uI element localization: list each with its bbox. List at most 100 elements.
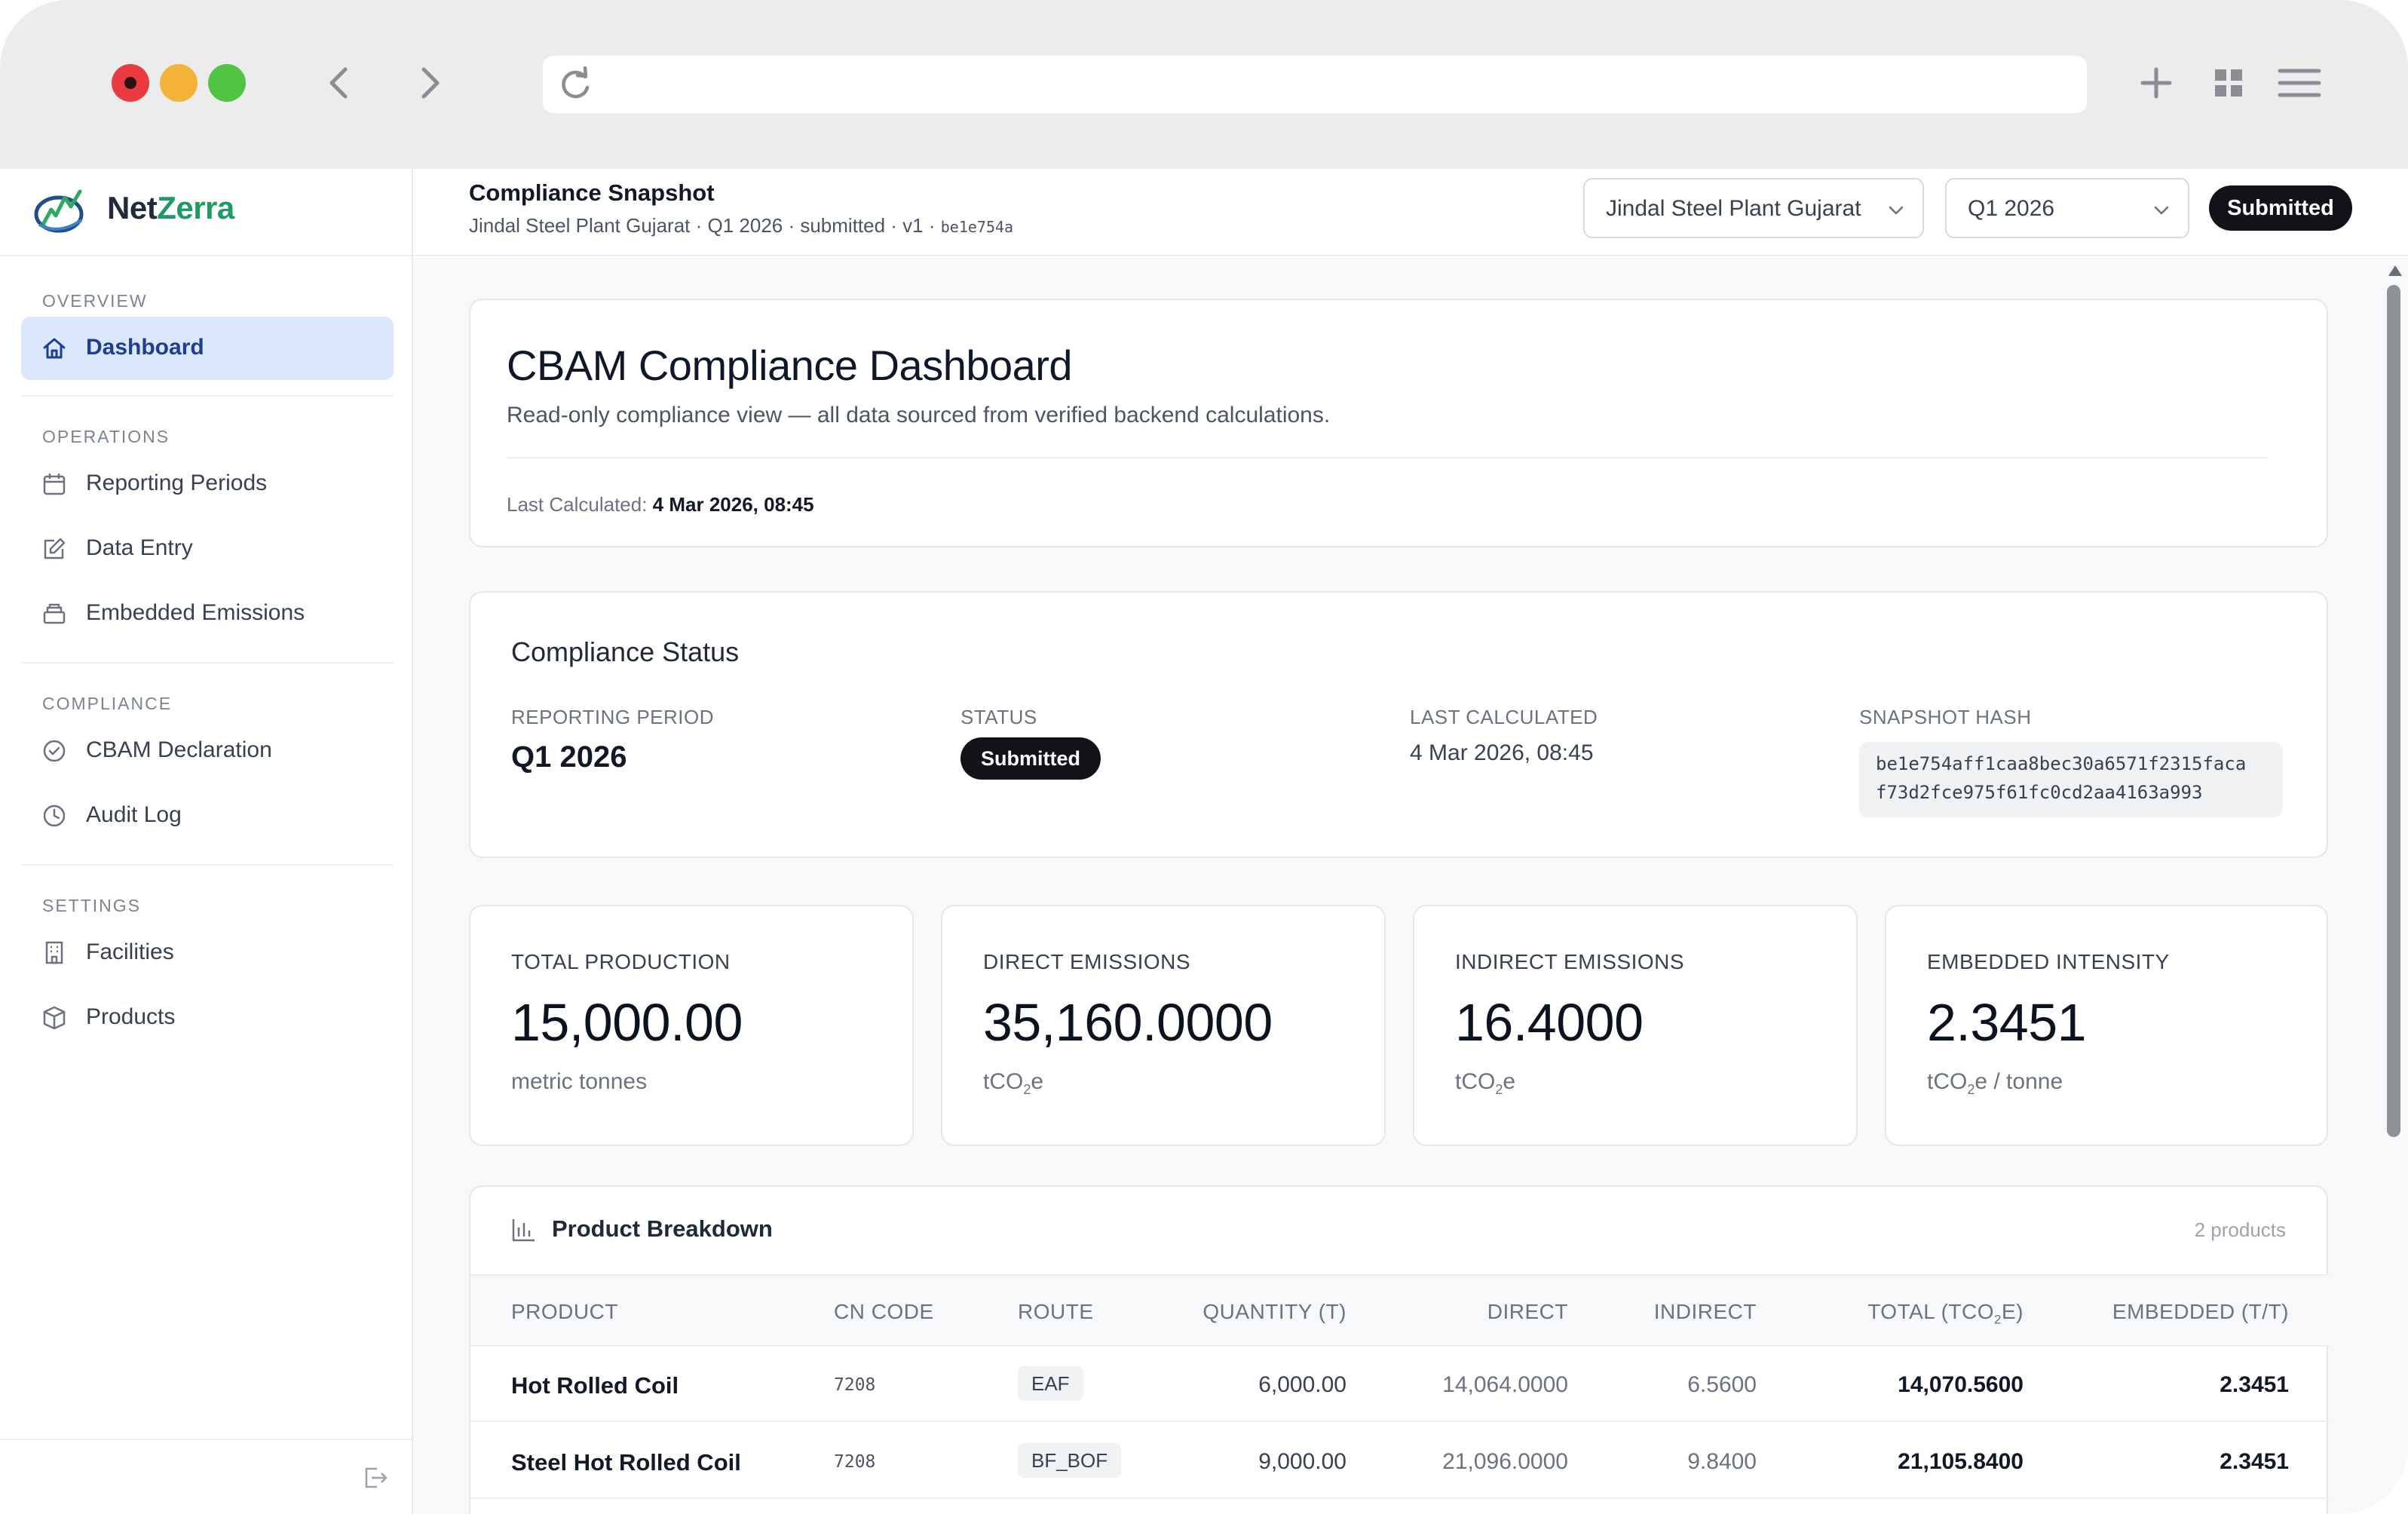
cell-total: 21,105.8400	[1898, 1449, 2024, 1474]
metric-unit: tCO2e / tonne	[1927, 1069, 2063, 1098]
column-header-indirect[interactable]: INDIRECT	[1653, 1300, 1757, 1323]
cell-embedded: 2.3451	[2220, 1372, 2289, 1397]
address-bar[interactable]	[543, 56, 2087, 113]
nav-divider	[21, 662, 394, 664]
sidebar-item-reporting-periods[interactable]: Reporting Periods	[21, 452, 394, 516]
cell-direct: 14,064.0000	[1442, 1372, 1568, 1397]
new-tab-plus-icon[interactable]	[2134, 60, 2179, 106]
table-row[interactable]: Steel Hot Rolled Coil 7208 BF_BOF 9,000.…	[470, 1424, 2330, 1499]
forward-arrow-icon[interactable]	[407, 59, 452, 107]
dashboard-description: Read-only compliance view — all data sou…	[507, 403, 1331, 428]
scroll-up-arrow-icon[interactable]	[2387, 264, 2403, 277]
metric-unit: tCO2e	[1455, 1069, 1515, 1098]
nav-section-compliance: COMPLIANCE	[42, 694, 173, 713]
check-circle-icon	[41, 737, 68, 765]
metric-unit-text: e	[1031, 1069, 1044, 1094]
metric-value: 16.4000	[1455, 993, 1644, 1052]
edit-icon	[41, 535, 68, 562]
table-row[interactable]: Hot Rolled Coil 7208 EAF 6,000.00 14,064…	[470, 1347, 2330, 1422]
cell-total: 14,070.5600	[1898, 1372, 2024, 1397]
minimize-window-button[interactable]	[160, 64, 198, 102]
bar-chart-icon	[511, 1217, 537, 1243]
menu-hamburger-icon[interactable]	[2277, 60, 2322, 106]
scrollbar-thumb[interactable]	[2387, 285, 2400, 1137]
metric-card-indirect-emissions: INDIRECT EMISSIONS 16.4000 tCO2e	[1413, 905, 1858, 1146]
reporting-period-label: REPORTING PERIOD	[511, 706, 715, 728]
last-calculated-label: LAST CALCULATED	[1410, 706, 1598, 728]
reporting-period-value: Q1 2026	[511, 740, 627, 774]
dashboard-title: CBAM Compliance Dashboard	[507, 342, 1073, 389]
product-breakdown-title: Product Breakdown	[552, 1215, 773, 1242]
snapshot-hash[interactable]: be1e754aff1caa8bec30a6571f2315faca f73d2…	[1859, 742, 2283, 817]
hash-short: be1e754a	[940, 218, 1014, 236]
tab-grid-icon[interactable]	[2206, 60, 2251, 106]
building-icon	[41, 939, 68, 967]
close-window-button[interactable]	[112, 64, 149, 102]
nav-section-operations: OPERATIONS	[42, 427, 170, 446]
sidebar-item-label: Products	[86, 1004, 176, 1029]
snapshot-hash-line: f73d2fce975f61fc0cd2aa4163a993	[1876, 782, 2203, 803]
chevron-down-icon	[2152, 201, 2171, 220]
column-header-total[interactable]: TOTAL (TCO2E)	[1782, 1300, 2024, 1328]
metric-unit-subscript: 2	[1967, 1082, 1975, 1097]
column-header-embedded[interactable]: EMBEDDED (T/T)	[2112, 1300, 2289, 1323]
metric-unit-text: e / tonne	[1974, 1069, 2063, 1094]
metric-unit: metric tonnes	[511, 1069, 647, 1095]
metric-label: DIRECT EMISSIONS	[983, 950, 1191, 973]
back-arrow-icon[interactable]	[317, 59, 362, 107]
column-header-cn-code[interactable]: CN CODE	[834, 1300, 934, 1323]
sidebar-item-facilities[interactable]: Facilities	[21, 921, 394, 985]
column-header-total-text: E)	[2002, 1300, 2024, 1323]
sidebar-item-audit-log[interactable]: Audit Log	[21, 784, 394, 847]
main-content: CBAM Compliance Dashboard Read-only comp…	[413, 258, 2384, 1514]
column-header-product[interactable]: PRODUCT	[511, 1300, 618, 1323]
sidebar-item-data-entry[interactable]: Data Entry	[21, 517, 394, 581]
metric-unit-subscript: 2	[1495, 1082, 1503, 1097]
metric-unit-text: tCO	[983, 1069, 1024, 1094]
home-icon	[41, 335, 68, 362]
sidebar-item-label: Data Entry	[86, 535, 193, 560]
status-label: STATUS	[960, 706, 1037, 728]
brand[interactable]: NetZerra	[0, 169, 412, 256]
compliance-status-title: Compliance Status	[511, 636, 740, 667]
metric-unit-subscript: 2	[1023, 1082, 1031, 1097]
sidebar-item-label: Audit Log	[86, 802, 182, 827]
nav-section-settings: SETTINGS	[42, 896, 142, 915]
cell-product: Hot Rolled Coil	[511, 1372, 679, 1399]
metric-value: 2.3451	[1927, 993, 2087, 1052]
period-select[interactable]: Q1 2026	[1945, 178, 2189, 238]
metric-unit-text: e	[1503, 1069, 1516, 1094]
cell-cn-code: 7208	[834, 1375, 876, 1395]
sidebar: NetZerra OVERVIEW Dashboard OPERATIONS R…	[0, 169, 413, 1514]
sidebar-item-dashboard[interactable]: Dashboard	[21, 317, 394, 380]
column-header-direct[interactable]: DIRECT	[1487, 1300, 1568, 1323]
sidebar-item-label: Reporting Periods	[86, 470, 268, 495]
column-header-quantity[interactable]: QUANTITY (T)	[1202, 1300, 1346, 1323]
metric-unit: tCO2e	[983, 1069, 1043, 1098]
sidebar-item-label: Facilities	[86, 939, 174, 964]
facility-select[interactable]: Jindal Steel Plant Gujarat	[1583, 178, 1924, 238]
product-breakdown-card: Product Breakdown 2 products PRODUCT CN …	[469, 1185, 2330, 1514]
metric-value: 35,160.0000	[983, 993, 1273, 1052]
logout-icon[interactable]	[360, 1463, 391, 1493]
last-calculated: Last Calculated: 4 Mar 2026, 08:45	[507, 493, 814, 516]
sidebar-item-products[interactable]: Products	[21, 986, 394, 1050]
column-header-route[interactable]: ROUTE	[1018, 1300, 1094, 1323]
box-icon	[41, 1004, 68, 1031]
metric-value: 15,000.00	[511, 993, 743, 1052]
sidebar-footer-divider	[0, 1439, 412, 1440]
page-subtitle: Jindal Steel Plant Gujarat · Q1 2026 · s…	[469, 214, 1013, 238]
browser-chrome	[0, 0, 2408, 169]
metric-label: EMBEDDED INTENSITY	[1927, 950, 2170, 973]
sidebar-item-cbam-declaration[interactable]: CBAM Declaration	[21, 719, 394, 783]
metric-card-embedded-intensity: EMBEDDED INTENSITY 2.3451 tCO2e / tonne	[1885, 905, 2328, 1146]
reload-icon[interactable]	[555, 63, 597, 106]
snapshot-hash-label: SNAPSHOT HASH	[1859, 706, 2032, 728]
column-header-total-subscript: 2	[1994, 1312, 2002, 1327]
metric-card-total-production: TOTAL PRODUCTION 15,000.00 metric tonnes	[469, 905, 914, 1146]
brand-name-part2: Zerra	[157, 190, 234, 225]
clock-icon	[41, 802, 68, 829]
page-title: Compliance Snapshot	[469, 179, 715, 206]
sidebar-item-embedded-emissions[interactable]: Embedded Emissions	[21, 582, 394, 645]
maximize-window-button[interactable]	[208, 64, 246, 102]
